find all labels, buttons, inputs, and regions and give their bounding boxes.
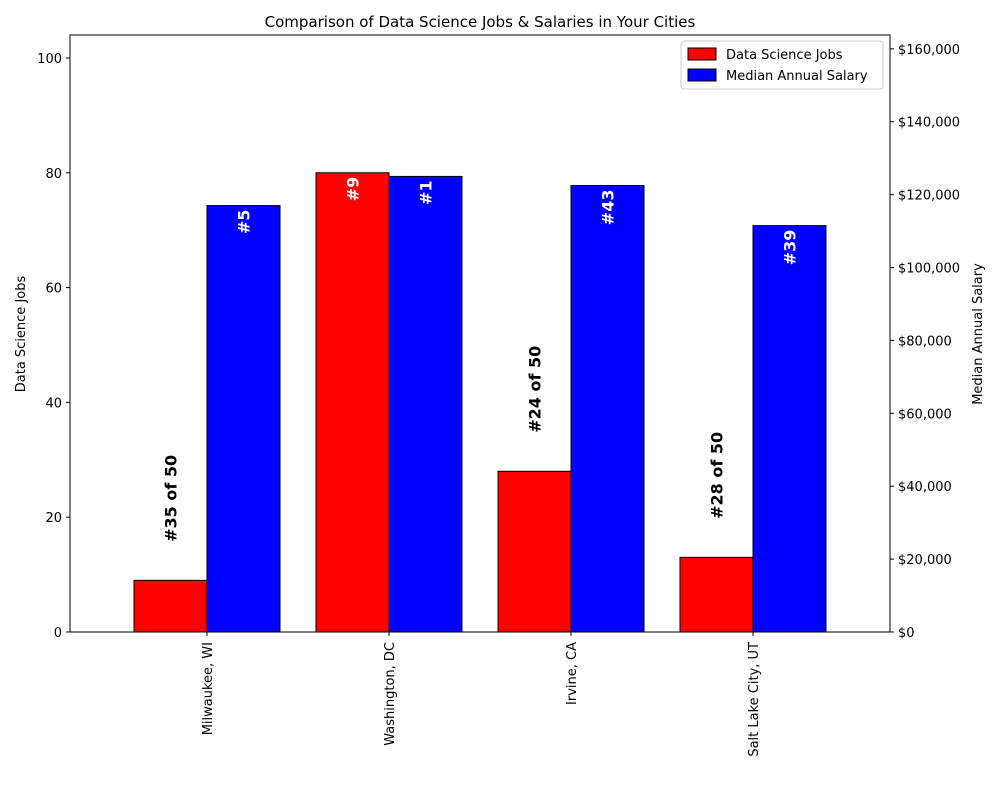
plot-frame [69,34,891,633]
y2-tick-label-3: $60,000 [898,407,952,422]
bar-salary-2 [570,185,645,633]
y-axis-label: Data Science Jobs [14,276,29,393]
rank-label-salary-2: #43 [599,190,618,226]
rank-label-jobs-3: #28 of 50 [708,432,727,519]
chart-title: Comparison of Data Science Jobs & Salari… [265,13,696,31]
legend-swatch-salary [687,68,717,82]
y2-axis-label: Median Annual Salary [971,263,986,405]
y-tick-label-3: 60 [45,282,62,297]
y2-tick-label-6: $120,000 [898,189,960,204]
legend-label-jobs: Data Science Jobs [726,48,843,63]
legend-label-salary: Median Annual Salary [726,69,868,84]
rank-label-salary-1: #1 [417,180,436,205]
y2-tick-label-5: $100,000 [898,262,960,277]
y2-tick-label-8: $160,000 [898,43,960,58]
rank-label-jobs-2: #24 of 50 [526,346,545,433]
y-tick-label-5: 100 [37,52,62,67]
bar-jobs-2 [497,470,572,633]
y2-tick-label-2: $40,000 [898,480,952,495]
bar-salary-1 [388,175,463,633]
y-tick-label-4: 80 [45,167,62,182]
bar-jobs-0 [133,579,208,633]
bar-jobs-3 [679,556,754,633]
legend-frame [680,40,884,90]
y2-tick-label-0: $0 [898,626,915,641]
y-tick-label-0: 0 [54,626,62,641]
y-tick-label-1: 20 [45,511,62,526]
y2-tick-label-1: $20,000 [898,553,952,568]
y2-tick-label-4: $80,000 [898,334,952,349]
rank-label-salary-0: #5 [235,210,254,235]
bar-salary-0 [206,205,281,633]
y2-tick-label-7: $140,000 [898,116,960,131]
rank-label-salary-3: #39 [781,230,800,266]
bar-salary-3 [752,225,827,633]
legend-swatch-jobs [687,47,717,61]
rank-label-jobs-0: #35 of 50 [162,455,181,542]
bar-jobs-1 [315,172,390,633]
x-tick-label-2: Irvine, CA [565,642,580,705]
y-tick-label-2: 40 [45,396,62,411]
x-tick-label-1: Washington, DC [383,642,398,746]
rank-label-jobs-1: #9 [344,177,363,202]
x-tick-label-0: Milwaukee, WI [201,642,216,735]
x-tick-label-3: Salt Lake City, UT [747,642,762,757]
legend: Data Science Jobs Median Annual Salary [680,40,884,90]
